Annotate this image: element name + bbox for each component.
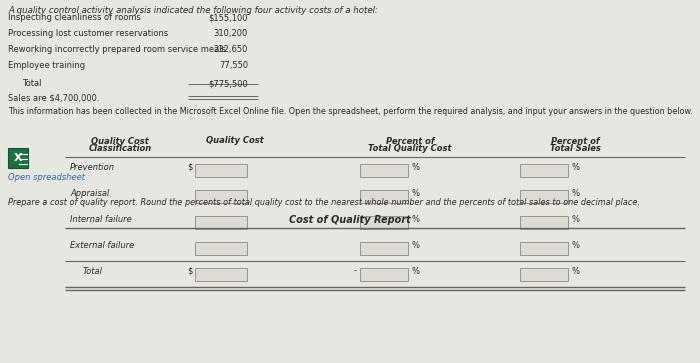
Text: Processing lost customer reservations: Processing lost customer reservations bbox=[8, 29, 168, 38]
Text: Employee training: Employee training bbox=[8, 61, 85, 70]
Bar bbox=[360, 268, 408, 281]
Bar bbox=[520, 189, 568, 203]
Bar bbox=[360, 241, 408, 254]
Text: Appraisal: Appraisal bbox=[70, 188, 109, 197]
Text: $: $ bbox=[188, 163, 193, 171]
Text: Quality Cost: Quality Cost bbox=[91, 137, 149, 146]
Bar bbox=[520, 241, 568, 254]
Text: Open spreadsheet: Open spreadsheet bbox=[8, 173, 85, 182]
Text: %: % bbox=[411, 241, 419, 249]
Bar bbox=[8, 148, 28, 168]
Text: %: % bbox=[411, 215, 419, 224]
Text: Internal failure: Internal failure bbox=[70, 215, 132, 224]
Text: %: % bbox=[571, 215, 579, 224]
Text: %: % bbox=[571, 266, 579, 276]
Text: Cost of Quality Report: Cost of Quality Report bbox=[289, 215, 411, 225]
Text: Total Sales: Total Sales bbox=[550, 144, 601, 153]
Text: $775,500: $775,500 bbox=[209, 79, 248, 88]
Text: Total Quality Cost: Total Quality Cost bbox=[368, 144, 452, 153]
Text: %: % bbox=[411, 188, 419, 197]
Text: $155,100: $155,100 bbox=[209, 13, 248, 22]
Text: Reworking incorrectly prepared room service meals: Reworking incorrectly prepared room serv… bbox=[8, 45, 226, 54]
Bar bbox=[195, 189, 247, 203]
Text: %: % bbox=[571, 188, 579, 197]
Text: Prevention: Prevention bbox=[70, 163, 115, 171]
Bar bbox=[360, 163, 408, 176]
Text: External failure: External failure bbox=[70, 241, 134, 249]
Text: Total: Total bbox=[22, 79, 41, 88]
Text: Prepare a cost of quality report. Round the percents of total quality cost to th: Prepare a cost of quality report. Round … bbox=[8, 198, 640, 207]
Text: Inspecting cleanliness of rooms: Inspecting cleanliness of rooms bbox=[8, 13, 141, 22]
Bar bbox=[520, 163, 568, 176]
Bar bbox=[195, 268, 247, 281]
Bar bbox=[195, 216, 247, 228]
Text: A quality control activity analysis indicated the following four activity costs : A quality control activity analysis indi… bbox=[8, 6, 378, 15]
Text: Percent of: Percent of bbox=[386, 137, 434, 146]
Text: %: % bbox=[571, 163, 579, 171]
Text: This information has been collected in the Microsoft Excel Online file. Open the: This information has been collected in t… bbox=[8, 107, 693, 116]
Text: %: % bbox=[411, 266, 419, 276]
Text: Sales are $4,700,000.: Sales are $4,700,000. bbox=[8, 93, 99, 102]
Text: 77,550: 77,550 bbox=[219, 61, 248, 70]
Text: $: $ bbox=[188, 266, 193, 276]
Bar bbox=[195, 241, 247, 254]
Text: 310,200: 310,200 bbox=[214, 29, 248, 38]
Text: Percent of: Percent of bbox=[551, 137, 599, 146]
Text: %: % bbox=[571, 241, 579, 249]
Bar bbox=[360, 189, 408, 203]
Bar bbox=[520, 268, 568, 281]
Bar bbox=[195, 163, 247, 176]
Bar bbox=[520, 216, 568, 228]
Text: X: X bbox=[14, 153, 22, 163]
Text: -: - bbox=[354, 266, 357, 276]
Text: Classification: Classification bbox=[88, 144, 152, 153]
Text: 232,650: 232,650 bbox=[214, 45, 248, 54]
Text: Quality Cost: Quality Cost bbox=[206, 136, 264, 145]
Bar bbox=[360, 216, 408, 228]
Text: Total: Total bbox=[83, 266, 103, 276]
Text: %: % bbox=[411, 163, 419, 171]
